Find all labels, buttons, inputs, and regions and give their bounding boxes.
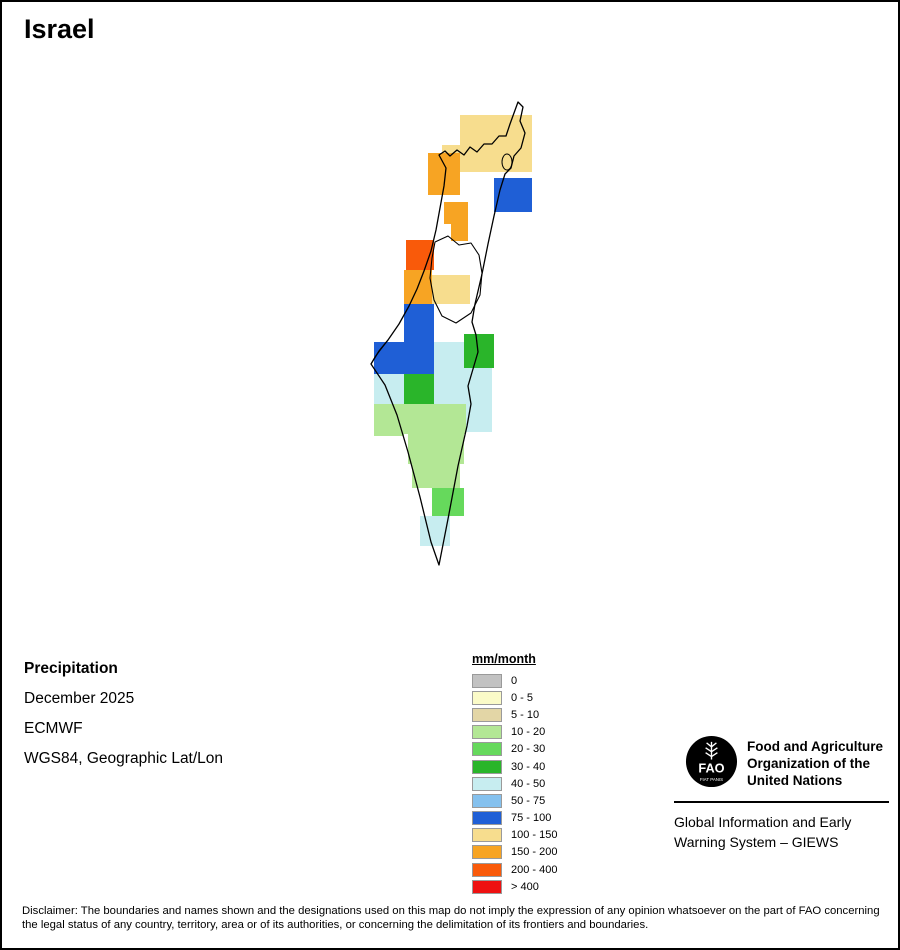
precip-cell — [404, 304, 434, 342]
legend-label: 0 - 5 — [511, 691, 534, 704]
legend-swatch — [472, 690, 502, 705]
legend-row: 200 - 400 — [472, 861, 557, 878]
legend-swatch — [472, 862, 502, 877]
info-date: December 2025 — [24, 690, 135, 707]
precip-cell — [404, 270, 432, 304]
precipitation-legend: mm/month 0 0 - 5 5 - 10 10 - 20 20 - 30 30 - … — [472, 652, 557, 895]
fao-logo-text: FAO — [698, 760, 724, 775]
page-title: Israel — [24, 14, 95, 44]
legend-row: 30 - 40 — [472, 758, 557, 775]
info-product: Precipitation — [24, 660, 118, 677]
giews-label: Global Information and Early Warning Sys… — [674, 812, 851, 852]
giews-line-1: Global Information and Early — [674, 814, 852, 830]
fao-name-line-1: Food and Agriculture — [747, 739, 883, 754]
legend-row: 0 - 5 — [472, 689, 557, 706]
precip-cell — [374, 404, 404, 436]
fao-logo-motto: FIAT PANIS — [700, 777, 723, 782]
precip-cell — [434, 374, 464, 404]
legend-label: 75 - 100 — [511, 812, 552, 825]
fao-branding: FAO FIAT PANIS Food and Agriculture Orga… — [685, 735, 883, 789]
precip-cell — [428, 153, 460, 195]
legend-swatch — [472, 776, 502, 791]
legend-row: 40 - 50 — [472, 775, 557, 792]
precip-cell — [444, 202, 468, 224]
precip-cell — [464, 334, 494, 368]
legend-label: 0 — [511, 674, 518, 687]
legend-swatch — [472, 707, 502, 722]
legend-row: 5 - 10 — [472, 706, 557, 723]
legend-row: 150 - 200 — [472, 844, 557, 861]
precip-cell — [420, 516, 450, 546]
precip-cell — [432, 275, 470, 304]
legend-swatch — [472, 673, 502, 688]
legend-label: 100 - 150 — [511, 829, 558, 842]
legend-label: 10 - 20 — [511, 726, 546, 739]
legend-title: mm/month — [472, 652, 536, 666]
legend-swatch — [472, 845, 502, 860]
legend-label: 50 - 75 — [511, 794, 546, 807]
precip-cell — [374, 342, 434, 374]
legend-swatch — [472, 879, 502, 894]
legend-swatch — [472, 742, 502, 757]
fao-name-line-3: United Nations — [747, 773, 843, 788]
precip-cell — [451, 224, 468, 241]
legend-row: 20 - 30 — [472, 741, 557, 758]
precip-cell — [434, 342, 464, 374]
legend-row: 50 - 75 — [472, 792, 557, 809]
legend-label: 20 - 30 — [511, 743, 546, 756]
legend-items: 0 0 - 5 5 - 10 10 - 20 20 - 30 30 - 40 40 - 50… — [472, 672, 557, 895]
legend-swatch — [472, 828, 502, 843]
precip-cell — [408, 434, 464, 464]
legend-swatch — [472, 759, 502, 774]
legend-label: 40 - 50 — [511, 777, 546, 790]
info-source: ECMWF — [24, 720, 83, 737]
legend-label: 30 - 40 — [511, 760, 546, 773]
precip-cell — [432, 488, 464, 516]
precip-cell — [464, 368, 492, 432]
info-projection: WGS84, Geographic Lat/Lon — [24, 750, 224, 767]
legend-swatch — [472, 793, 502, 808]
legend-swatch — [472, 725, 502, 740]
legend-row: 75 - 100 — [472, 810, 557, 827]
giews-line-2: Warning System – GIEWS — [674, 834, 839, 850]
precip-cell — [404, 404, 466, 434]
precip-cell — [406, 240, 434, 270]
map-info-block: Precipitation December 2025 ECMWF WGS84,… — [24, 654, 223, 774]
legend-label: 5 - 10 — [511, 708, 540, 721]
legend-label: 150 - 200 — [511, 846, 558, 859]
precip-cell — [494, 178, 532, 212]
legend-row: 10 - 20 — [472, 724, 557, 741]
legend-row: > 400 — [472, 878, 557, 895]
legend-label: > 400 — [511, 880, 539, 893]
precip-cell — [374, 374, 404, 404]
legend-label: 200 - 400 — [511, 863, 558, 876]
fao-organization-name: Food and Agriculture Organization of the… — [747, 735, 883, 789]
fao-logo-icon: FAO FIAT PANIS — [685, 735, 738, 788]
footer-divider — [674, 801, 889, 803]
precip-cell — [404, 374, 434, 404]
legend-swatch — [472, 811, 502, 826]
legend-row: 100 - 150 — [472, 827, 557, 844]
fao-name-line-2: Organization of the — [747, 756, 870, 771]
precip-cell — [412, 464, 460, 488]
precip-cell — [460, 115, 532, 145]
legend-row: 0 — [472, 672, 557, 689]
disclaimer-text: Disclaimer: The boundaries and names sho… — [22, 905, 880, 931]
